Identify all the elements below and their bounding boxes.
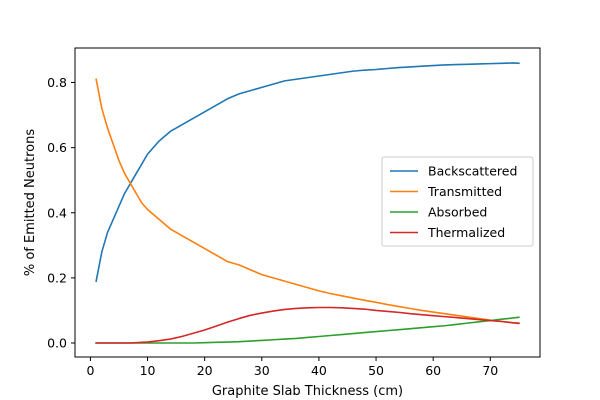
- legend-box: [381, 156, 534, 247]
- y-axis-label: % of Emitted Neutrons: [23, 129, 38, 277]
- series-line-transmitted: [95, 78, 520, 325]
- x-tick-label: 70: [482, 363, 498, 378]
- legend-label-transmitted: Transmitted: [427, 184, 502, 199]
- x-tick-label: 20: [197, 363, 213, 378]
- y-tick-label: 0.6: [47, 140, 67, 155]
- plot-frame: [74, 47, 541, 358]
- x-axis: 0 10 20 30 40 50 60 70: [86, 357, 498, 378]
- y-tick-label: 0.0: [47, 335, 67, 350]
- x-tick-label: 60: [425, 363, 441, 378]
- series-line-backscattered: [95, 62, 520, 283]
- series-layer: [95, 62, 520, 344]
- legend-label-absorbed: Absorbed: [428, 205, 487, 220]
- x-axis-label: Graphite Slab Thickness (cm): [212, 384, 403, 399]
- y-tick-label: 0.8: [47, 75, 67, 90]
- legend-label-backscattered: Backscattered: [428, 164, 517, 179]
- x-tick-label: 10: [140, 363, 156, 378]
- x-tick-label: 50: [368, 363, 384, 378]
- y-tick-label: 0.2: [47, 270, 67, 285]
- legend: Backscattered Transmitted Absorbed Thermali…: [381, 156, 534, 247]
- series-line-thermalized: [95, 306, 520, 344]
- x-tick-label: 30: [254, 363, 270, 378]
- x-tick-label: 40: [311, 363, 327, 378]
- y-tick-label: 0.4: [47, 205, 67, 220]
- x-tick-label: 0: [86, 363, 94, 378]
- y-axis: 0.0 0.2 0.4 0.6 0.8: [47, 75, 75, 350]
- legend-label-thermalized: Thermalized: [427, 225, 505, 240]
